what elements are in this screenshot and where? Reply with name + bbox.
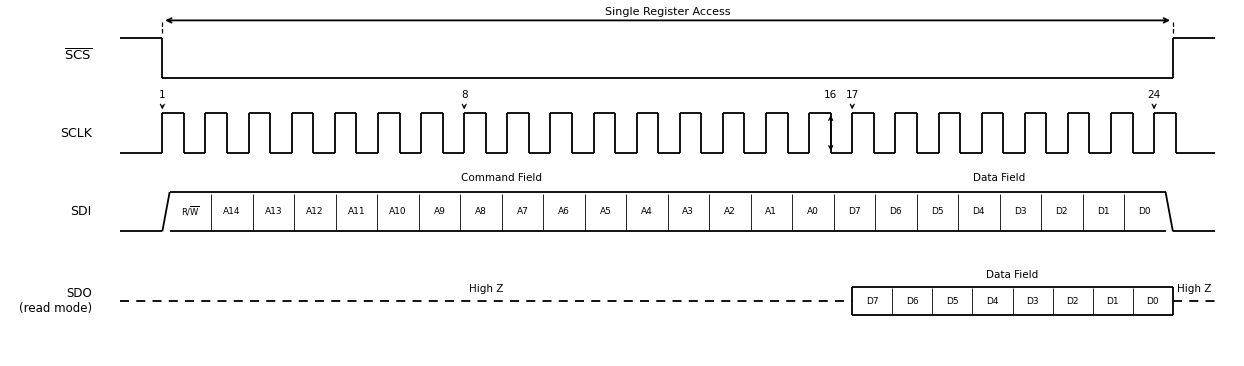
Text: A13: A13 xyxy=(265,207,282,216)
Text: D1: D1 xyxy=(1106,296,1120,306)
Text: D4: D4 xyxy=(986,296,999,306)
Text: 24: 24 xyxy=(1147,90,1161,100)
Text: Data Field: Data Field xyxy=(974,173,1026,183)
Text: A5: A5 xyxy=(600,207,611,216)
Text: A8: A8 xyxy=(475,207,486,216)
Text: D2: D2 xyxy=(1056,207,1069,216)
Text: D0: D0 xyxy=(1138,207,1151,216)
Text: D5: D5 xyxy=(931,207,944,216)
Text: D1: D1 xyxy=(1097,207,1110,216)
Text: A12: A12 xyxy=(306,207,323,216)
Text: A4: A4 xyxy=(641,207,653,216)
Text: D3: D3 xyxy=(1026,296,1039,306)
Text: High Z: High Z xyxy=(1177,284,1212,294)
Text: D6: D6 xyxy=(906,296,918,306)
Text: SDO
(read mode): SDO (read mode) xyxy=(19,287,92,315)
Text: $\mathrm{R/\overline{W}}$: $\mathrm{R/\overline{W}}$ xyxy=(180,205,200,218)
Text: A9: A9 xyxy=(433,207,445,216)
Text: A6: A6 xyxy=(557,207,570,216)
Text: 1: 1 xyxy=(159,90,165,100)
Text: D0: D0 xyxy=(1147,296,1159,306)
Text: A14: A14 xyxy=(223,207,240,216)
Text: A1: A1 xyxy=(765,207,778,216)
Text: D2: D2 xyxy=(1066,296,1079,306)
Text: $\overline{\mathrm{SCS}}$: $\overline{\mathrm{SCS}}$ xyxy=(63,48,92,64)
Text: A0: A0 xyxy=(807,207,819,216)
Text: D3: D3 xyxy=(1014,207,1026,216)
Text: Command Field: Command Field xyxy=(462,173,542,183)
Text: 17: 17 xyxy=(846,90,858,100)
Text: A3: A3 xyxy=(683,207,694,216)
Text: A2: A2 xyxy=(724,207,735,216)
Text: High Z: High Z xyxy=(469,284,503,294)
Text: A7: A7 xyxy=(516,207,529,216)
Text: D4: D4 xyxy=(973,207,985,216)
Text: 16: 16 xyxy=(824,90,837,100)
Text: SDI: SDI xyxy=(71,205,92,218)
Text: SCLK: SCLK xyxy=(60,127,92,139)
Text: D7: D7 xyxy=(866,296,878,306)
Text: D6: D6 xyxy=(889,207,902,216)
Text: A11: A11 xyxy=(347,207,366,216)
Text: Single Register Access: Single Register Access xyxy=(605,7,730,17)
Text: D7: D7 xyxy=(848,207,861,216)
Text: A10: A10 xyxy=(389,207,407,216)
Text: 8: 8 xyxy=(460,90,468,100)
Text: Data Field: Data Field xyxy=(986,270,1039,280)
Text: D5: D5 xyxy=(947,296,959,306)
